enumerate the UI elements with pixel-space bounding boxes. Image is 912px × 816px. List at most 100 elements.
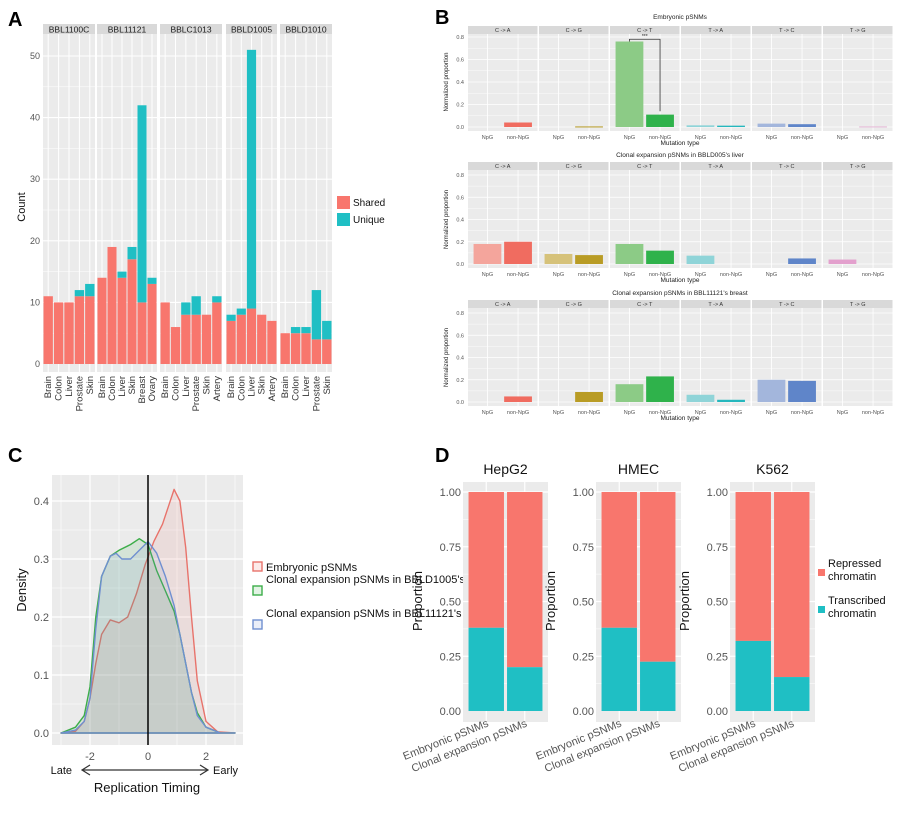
y-tick-label: 1.00 bbox=[707, 487, 728, 499]
bar-shared bbox=[181, 314, 191, 364]
x-tick-label: Colon bbox=[54, 376, 65, 401]
plot-background bbox=[97, 34, 157, 372]
x-tick-label: non-NpG bbox=[578, 410, 600, 416]
facet-label: T -> G bbox=[850, 302, 866, 308]
x-tick-label: Skin bbox=[202, 376, 213, 394]
x-tick-label: NpG bbox=[482, 272, 493, 278]
bar-non-npg bbox=[788, 124, 816, 127]
bar-unique bbox=[191, 296, 201, 315]
x-axis-label: Mutation type bbox=[660, 140, 699, 147]
significance-bracket bbox=[629, 38, 661, 112]
plot-background bbox=[160, 34, 222, 372]
facet-strip bbox=[610, 300, 680, 308]
bar-shared bbox=[201, 314, 212, 364]
y-tick-label: 0.25 bbox=[707, 651, 728, 663]
facet-title: HepG2 bbox=[483, 461, 528, 477]
bar-shared bbox=[43, 296, 53, 364]
bar-unique bbox=[246, 49, 257, 309]
x-tick-label: NpG bbox=[624, 135, 635, 141]
y-tick-label: 0.8 bbox=[456, 35, 464, 41]
panel-label: A bbox=[8, 9, 22, 31]
x-tick-label: Breast bbox=[137, 376, 148, 404]
bar-shared bbox=[257, 314, 267, 364]
facet-strip bbox=[97, 24, 157, 34]
facet-label: T -> C bbox=[779, 28, 794, 34]
y-tick-label: 0.0 bbox=[34, 728, 49, 740]
bar-shared bbox=[170, 327, 181, 364]
y-tick-label: 1.00 bbox=[440, 487, 461, 499]
bar-repressed bbox=[774, 492, 810, 678]
facet-strip bbox=[681, 26, 751, 34]
x-tick-label: non-NpG bbox=[507, 135, 529, 141]
legend-key bbox=[252, 585, 263, 596]
y-tick-label: 0.75 bbox=[707, 542, 728, 554]
x-tick-label: Colon bbox=[291, 376, 302, 401]
bar-shared bbox=[212, 302, 222, 364]
y-tick-label: 10 bbox=[30, 297, 40, 307]
facet-strip bbox=[610, 26, 680, 34]
bar-non-npg bbox=[859, 126, 887, 128]
bar-transcribed bbox=[468, 627, 504, 711]
x-tick-label: non-NpG bbox=[578, 272, 600, 278]
y-tick-label: 40 bbox=[30, 113, 40, 123]
facet-label: T -> C bbox=[779, 164, 794, 170]
x-tick-label: non-NpG bbox=[791, 410, 813, 416]
legend-label: Shared bbox=[353, 198, 385, 209]
plot-background bbox=[539, 308, 609, 406]
facet-strip bbox=[752, 162, 822, 170]
subplot-title: Clonal expansion pSNMs in BBL11121's bre… bbox=[612, 290, 748, 297]
legend-label: Repressed chromatin bbox=[828, 558, 881, 583]
y-axis-label: Count bbox=[16, 192, 28, 221]
facet-strip bbox=[280, 24, 332, 34]
y-tick-label: 0.0 bbox=[456, 400, 464, 406]
facet-label: T -> G bbox=[850, 28, 866, 34]
y-axis-label: Normalized proportion bbox=[444, 52, 450, 111]
bar-npg bbox=[686, 255, 715, 264]
subplot-title: Embryonic pSNMs bbox=[653, 14, 708, 21]
y-tick-label: 0 bbox=[35, 359, 40, 369]
y-tick-label: 0.50 bbox=[573, 597, 594, 609]
y-tick-label: 0.75 bbox=[440, 542, 461, 554]
x-tick-label: Prostate bbox=[191, 376, 202, 411]
x-tick-label: non-NpG bbox=[720, 135, 742, 141]
y-tick-label: 0.3 bbox=[34, 554, 49, 566]
subplot-title: Clonal expansion pSNMs in BBLD005's live… bbox=[616, 152, 745, 159]
y-tick-label: 0.2 bbox=[34, 612, 49, 624]
x-tick-label: non-NpG bbox=[791, 135, 813, 141]
plot-background bbox=[823, 308, 893, 406]
x-tick-label: NpG bbox=[624, 272, 635, 278]
bar-npg bbox=[615, 41, 644, 127]
x-tick-label: non-NpG bbox=[862, 410, 884, 416]
facet-strip bbox=[681, 162, 751, 170]
bar-unique bbox=[137, 105, 147, 303]
y-tick-label: 0.25 bbox=[440, 651, 461, 663]
y-tick-label: 0.0 bbox=[456, 262, 464, 268]
x-tick-label: non-NpG bbox=[791, 272, 813, 278]
bar-shared bbox=[246, 308, 257, 364]
y-tick-label: 0.00 bbox=[573, 706, 594, 718]
bar-transcribed bbox=[601, 627, 637, 711]
x-tick-label: NpG bbox=[482, 135, 493, 141]
bar-non-npg bbox=[646, 376, 674, 402]
legend-key bbox=[818, 569, 825, 576]
bar-npg bbox=[686, 125, 715, 127]
x-tick-label: Brain bbox=[43, 376, 54, 398]
facet-strip bbox=[539, 300, 609, 308]
bar-shared bbox=[107, 246, 117, 364]
bar-unique bbox=[236, 308, 246, 315]
y-axis-label: Normalized proportion bbox=[444, 328, 450, 387]
bar-unique bbox=[85, 283, 95, 297]
bar-transcribed bbox=[507, 667, 543, 711]
y-tick-label: 0.1 bbox=[34, 670, 49, 682]
bar-shared bbox=[117, 277, 127, 364]
x-tick-label: non-NpG bbox=[720, 410, 742, 416]
bar-unique bbox=[74, 290, 85, 297]
bar-repressed bbox=[507, 492, 543, 668]
facet-label: C -> T bbox=[637, 302, 653, 308]
bar-shared bbox=[97, 277, 107, 364]
x-tick-label: NpG bbox=[553, 135, 564, 141]
y-tick-label: 0.4 bbox=[456, 218, 464, 224]
plot-background bbox=[681, 170, 751, 268]
